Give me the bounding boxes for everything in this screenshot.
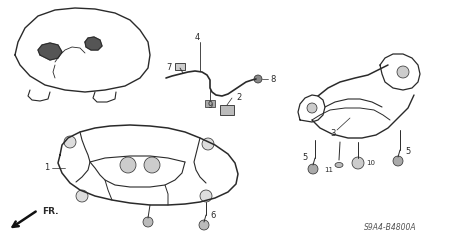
Circle shape xyxy=(202,138,214,150)
Text: 9: 9 xyxy=(207,101,213,110)
Circle shape xyxy=(254,75,262,83)
Circle shape xyxy=(393,156,403,166)
Text: 5: 5 xyxy=(303,153,308,163)
Circle shape xyxy=(120,157,136,173)
Text: 11: 11 xyxy=(324,167,333,173)
Text: 5: 5 xyxy=(405,148,410,156)
FancyBboxPatch shape xyxy=(175,63,185,70)
Circle shape xyxy=(352,157,364,169)
Circle shape xyxy=(200,190,212,202)
Circle shape xyxy=(76,190,88,202)
Polygon shape xyxy=(38,43,62,60)
Polygon shape xyxy=(85,37,102,50)
Text: 1: 1 xyxy=(44,164,49,173)
Text: 4: 4 xyxy=(194,34,200,42)
Circle shape xyxy=(308,164,318,174)
Text: 7: 7 xyxy=(167,63,172,72)
FancyBboxPatch shape xyxy=(220,105,234,115)
Circle shape xyxy=(307,103,317,113)
Circle shape xyxy=(397,66,409,78)
Text: 2: 2 xyxy=(236,93,241,101)
Circle shape xyxy=(144,157,160,173)
Circle shape xyxy=(199,220,209,230)
Text: S9A4-B4800A: S9A4-B4800A xyxy=(364,223,416,232)
Text: FR.: FR. xyxy=(42,207,58,216)
Text: 10: 10 xyxy=(366,160,375,166)
Text: 3: 3 xyxy=(330,128,336,138)
FancyBboxPatch shape xyxy=(205,100,215,107)
Text: 6: 6 xyxy=(210,211,215,219)
Text: 8: 8 xyxy=(270,75,275,84)
Ellipse shape xyxy=(335,163,343,168)
Circle shape xyxy=(64,136,76,148)
Circle shape xyxy=(143,217,153,227)
